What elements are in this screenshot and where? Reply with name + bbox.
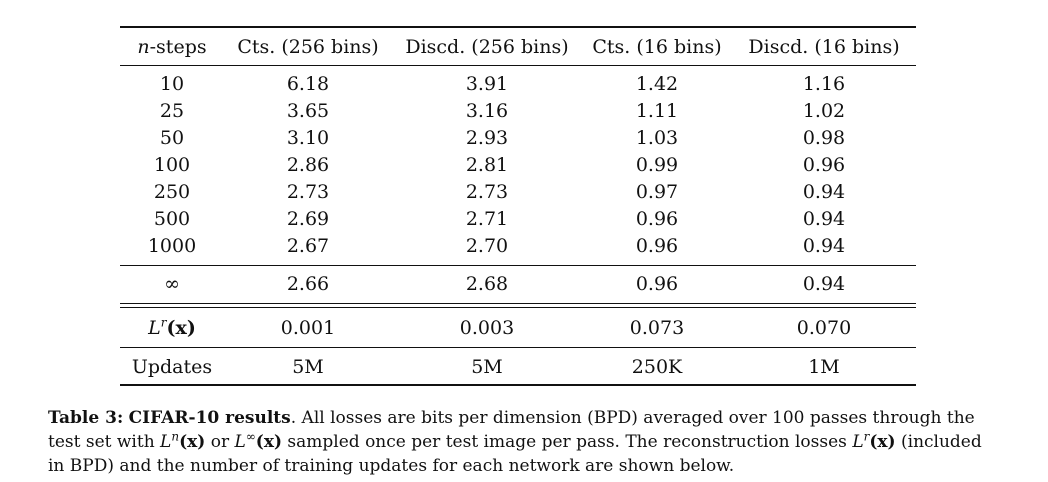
steps-cell: 500 bbox=[153, 208, 191, 230]
table-cell: 0.97 bbox=[635, 181, 679, 203]
header-discd-16: Discd. (16 bins) bbox=[748, 36, 900, 58]
double-rule-bottom bbox=[120, 307, 916, 308]
table-cell: 0.96 bbox=[635, 273, 679, 295]
updates-row: Updates 5M 5M 250K 1M bbox=[120, 354, 916, 380]
steps-cell: 250 bbox=[153, 181, 191, 203]
table-cell: 0.94 bbox=[802, 235, 846, 257]
table-cell: 2.68 bbox=[465, 273, 509, 295]
table-cell: 2.69 bbox=[286, 208, 330, 230]
table-cell: 0.070 bbox=[796, 317, 852, 339]
table-cell: 1.02 bbox=[802, 100, 846, 122]
header-n-steps: n-steps bbox=[137, 36, 207, 58]
header-rule bbox=[120, 65, 916, 66]
table-cell: 2.73 bbox=[286, 181, 330, 203]
table-cell: 2.73 bbox=[465, 181, 509, 203]
table-cell: 250K bbox=[631, 356, 683, 378]
table-row: 1000 2.67 2.70 0.96 0.94 bbox=[120, 233, 916, 259]
table-cell: 2.81 bbox=[465, 154, 509, 176]
header-cts-16: Cts. (16 bins) bbox=[592, 36, 722, 58]
reconstruction-label: Lr(x) bbox=[148, 315, 196, 339]
infinity-label: ∞ bbox=[164, 273, 180, 295]
updates-label: Updates bbox=[131, 356, 213, 378]
table-cell: 1M bbox=[808, 356, 840, 378]
table-cell: 2.67 bbox=[286, 235, 330, 257]
table-cell: 0.99 bbox=[635, 154, 679, 176]
table-cell: 1.11 bbox=[635, 100, 679, 122]
table-cell: 2.70 bbox=[465, 235, 509, 257]
updates-rule bbox=[120, 347, 916, 348]
table-cell: 3.65 bbox=[286, 100, 330, 122]
table-cell: 0.96 bbox=[635, 235, 679, 257]
top-rule bbox=[120, 26, 916, 28]
table-cell: 1.42 bbox=[635, 73, 679, 95]
table-row: 25 3.65 3.16 1.11 1.02 bbox=[120, 98, 916, 124]
steps-cell: 10 bbox=[159, 73, 185, 95]
table-cell: 0.94 bbox=[802, 273, 846, 295]
table-cell: 0.98 bbox=[802, 127, 846, 149]
steps-cell: 100 bbox=[153, 154, 191, 176]
infinity-row: ∞ 2.66 2.68 0.96 0.94 bbox=[120, 271, 916, 297]
table-row: 500 2.69 2.71 0.96 0.94 bbox=[120, 206, 916, 232]
reconstruction-row: Lr(x) 0.001 0.003 0.073 0.070 bbox=[120, 315, 916, 341]
table-cell: 0.96 bbox=[802, 154, 846, 176]
table-cell: 6.18 bbox=[286, 73, 330, 95]
steps-cell: 25 bbox=[159, 100, 185, 122]
table-cell: 3.10 bbox=[286, 127, 330, 149]
table-cell: 2.86 bbox=[286, 154, 330, 176]
table-row: 100 2.86 2.81 0.99 0.96 bbox=[120, 152, 916, 178]
header-discd-256: Discd. (256 bins) bbox=[405, 36, 569, 58]
table-row: 10 6.18 3.91 1.42 1.16 bbox=[120, 71, 916, 97]
table-cell: 1.16 bbox=[802, 73, 846, 95]
bottom-rule bbox=[120, 384, 916, 386]
steps-cell: 1000 bbox=[147, 235, 197, 257]
table-row: 50 3.10 2.93 1.03 0.98 bbox=[120, 125, 916, 151]
caption-title: CIFAR-10 results bbox=[128, 408, 291, 428]
table-caption: Table 3: CIFAR-10 results. All losses ar… bbox=[48, 408, 982, 476]
double-rule-top bbox=[120, 303, 916, 304]
table-cell: 0.003 bbox=[459, 317, 515, 339]
steps-cell: 50 bbox=[159, 127, 185, 149]
table-cell: 0.96 bbox=[635, 208, 679, 230]
table-cell: 2.93 bbox=[465, 127, 509, 149]
table-cell: 3.91 bbox=[465, 73, 509, 95]
table-cell: 5M bbox=[471, 356, 503, 378]
table-cell: 0.94 bbox=[802, 181, 846, 203]
table-row: 250 2.73 2.73 0.97 0.94 bbox=[120, 179, 916, 205]
table-cell: 2.71 bbox=[465, 208, 509, 230]
header-row: n-steps Cts. (256 bins) Discd. (256 bins… bbox=[120, 34, 916, 60]
table-cell: 1.03 bbox=[635, 127, 679, 149]
header-cts-256: Cts. (256 bins) bbox=[237, 36, 379, 58]
table-cell: 5M bbox=[292, 356, 324, 378]
table-cell: 2.66 bbox=[286, 273, 330, 295]
table-cell: 3.16 bbox=[465, 100, 509, 122]
table-cell: 0.001 bbox=[280, 317, 336, 339]
infinity-rule bbox=[120, 265, 916, 266]
table-cell: 0.073 bbox=[629, 317, 685, 339]
caption-label: Table 3: bbox=[48, 408, 124, 428]
table-cell: 0.94 bbox=[802, 208, 846, 230]
